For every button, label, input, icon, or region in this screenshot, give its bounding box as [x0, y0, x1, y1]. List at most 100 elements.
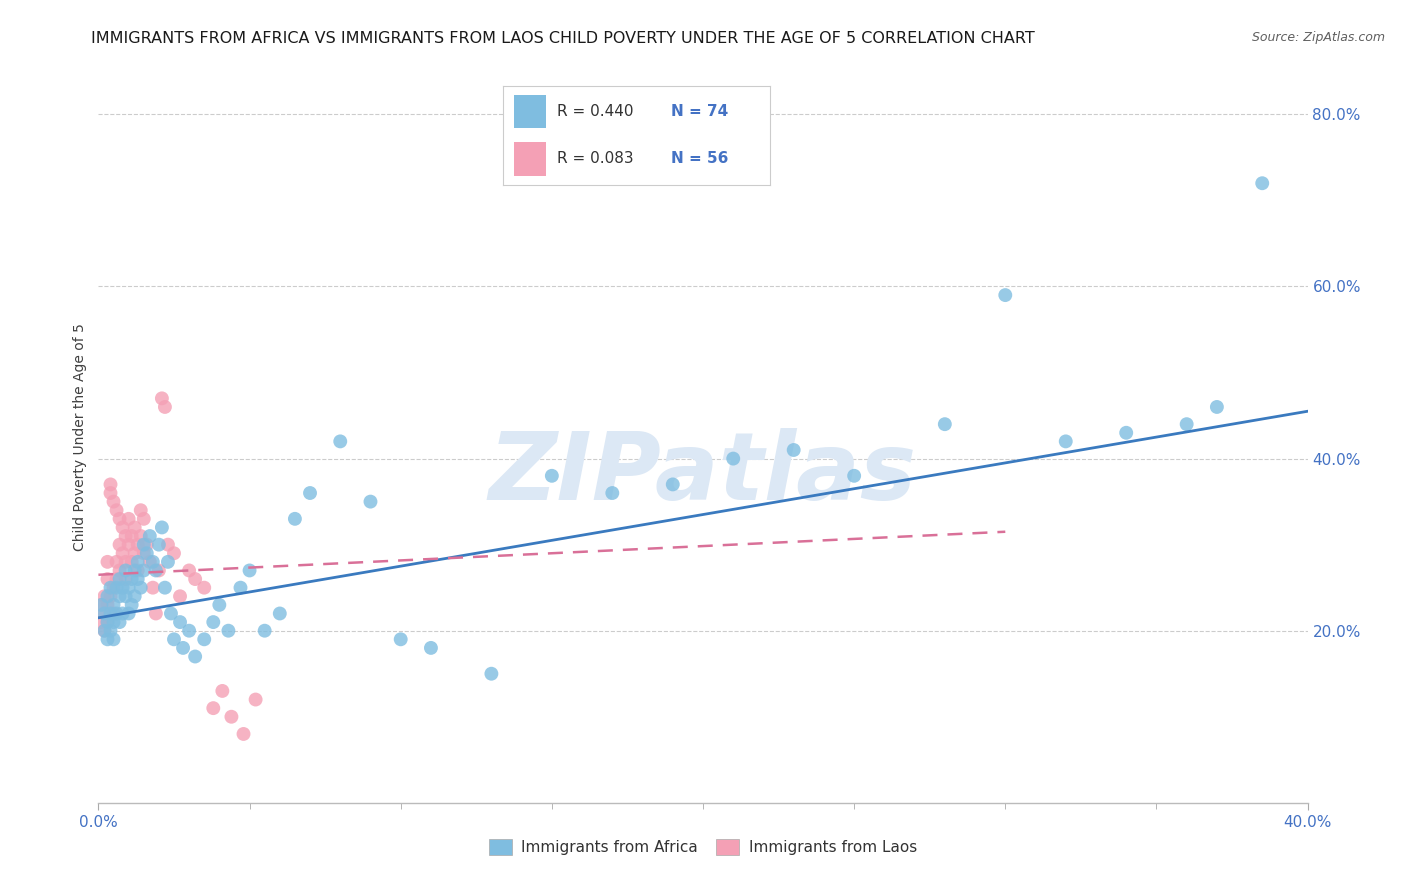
Point	[420, 640, 443, 655]
Point	[124, 546, 146, 560]
Point	[103, 615, 125, 629]
Point	[783, 442, 806, 457]
Point	[127, 572, 149, 586]
Point	[661, 477, 683, 491]
Point	[111, 546, 134, 560]
Point	[105, 572, 128, 586]
Point	[135, 546, 157, 560]
Point	[96, 615, 118, 629]
Point	[111, 581, 134, 595]
Point	[139, 555, 162, 569]
Point	[118, 607, 141, 621]
Point	[160, 607, 183, 621]
Point	[127, 555, 149, 569]
Text: Source: ZipAtlas.com: Source: ZipAtlas.com	[1251, 31, 1385, 45]
Point	[150, 520, 173, 534]
Point	[114, 572, 136, 586]
Point	[184, 649, 207, 664]
Point	[93, 607, 115, 621]
Point	[90, 615, 112, 629]
Point	[202, 615, 225, 629]
Text: ZIPatlas: ZIPatlas	[489, 427, 917, 520]
Point	[481, 666, 503, 681]
Point	[90, 598, 112, 612]
Point	[103, 494, 125, 508]
Point	[111, 520, 134, 534]
Point	[93, 589, 115, 603]
Point	[96, 632, 118, 647]
Point	[229, 581, 252, 595]
Point	[132, 564, 155, 578]
Point	[114, 555, 136, 569]
Point	[142, 555, 165, 569]
Point	[1054, 434, 1077, 449]
Point	[135, 538, 157, 552]
Point	[179, 564, 201, 578]
Point	[153, 400, 176, 414]
Point	[127, 564, 149, 578]
Point	[132, 546, 155, 560]
Point	[211, 684, 233, 698]
Point	[124, 564, 146, 578]
Point	[844, 468, 866, 483]
Point	[114, 589, 136, 603]
Point	[163, 546, 186, 560]
Point	[121, 598, 143, 612]
Point	[142, 581, 165, 595]
Point	[100, 589, 122, 603]
Point	[96, 555, 118, 569]
Point	[118, 538, 141, 552]
Point	[132, 538, 155, 552]
Point	[169, 589, 191, 603]
Point	[269, 607, 291, 621]
Point	[184, 572, 207, 586]
Point	[172, 640, 194, 655]
Point	[118, 581, 141, 595]
Point	[389, 632, 412, 647]
Point	[1206, 400, 1229, 414]
Point	[103, 581, 125, 595]
Point	[121, 529, 143, 543]
Point	[179, 624, 201, 638]
Point	[103, 598, 125, 612]
Point	[105, 503, 128, 517]
Point	[193, 581, 215, 595]
Point	[217, 624, 239, 638]
Point	[93, 624, 115, 638]
Point	[103, 632, 125, 647]
Point	[96, 598, 118, 612]
Point	[129, 503, 152, 517]
Point	[124, 589, 146, 603]
Point	[105, 607, 128, 621]
Point	[108, 589, 131, 603]
Point	[100, 624, 122, 638]
Point	[1251, 176, 1274, 190]
Point	[108, 615, 131, 629]
Point	[156, 538, 179, 552]
Point	[93, 624, 115, 638]
Point	[96, 615, 118, 629]
Point	[202, 701, 225, 715]
Point	[994, 288, 1017, 302]
Point	[156, 555, 179, 569]
Y-axis label: Child Poverty Under the Age of 5: Child Poverty Under the Age of 5	[73, 323, 87, 551]
Point	[100, 486, 122, 500]
Point	[723, 451, 745, 466]
Point	[239, 564, 262, 578]
Text: IMMIGRANTS FROM AFRICA VS IMMIGRANTS FROM LAOS CHILD POVERTY UNDER THE AGE OF 5 : IMMIGRANTS FROM AFRICA VS IMMIGRANTS FRO…	[91, 31, 1035, 46]
Point	[121, 572, 143, 586]
Point	[129, 581, 152, 595]
Point	[124, 520, 146, 534]
Point	[1115, 425, 1137, 440]
Point	[118, 512, 141, 526]
Point	[148, 538, 170, 552]
Point	[169, 615, 191, 629]
Point	[90, 598, 112, 612]
Point	[299, 486, 322, 500]
Point	[132, 512, 155, 526]
Point	[208, 598, 231, 612]
Point	[93, 607, 115, 621]
Point	[150, 392, 173, 406]
Point	[139, 529, 162, 543]
Point	[129, 529, 152, 543]
